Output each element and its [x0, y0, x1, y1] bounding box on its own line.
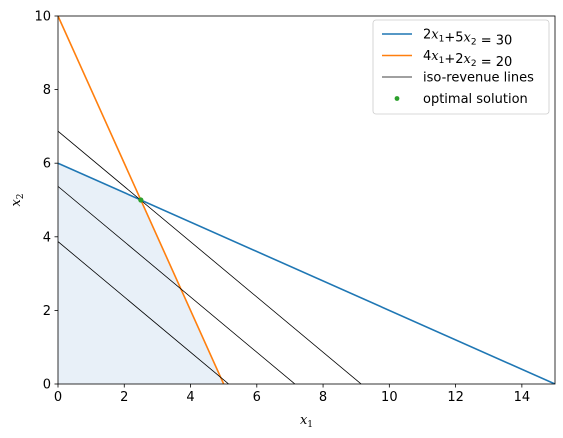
x-axis-label: x1	[300, 413, 313, 430]
axes: 0 2 4 6 8 10 12 14 0 2 4 6 8 10 x1 x2	[9, 10, 556, 430]
y-axis-label: x2	[9, 193, 26, 206]
legend-label-optimal: optimal solution	[423, 92, 528, 107]
feasible-region	[58, 163, 224, 384]
legend-label-constraint-2: 4x1+2x2 = 20	[423, 49, 512, 70]
axes-frame	[57, 15, 556, 385]
x-tick-label: 12	[447, 390, 464, 405]
iso-revenue-line-3	[58, 241, 229, 384]
x-tick-label: 4	[186, 390, 194, 405]
iso-revenue-line-1	[58, 130, 362, 384]
legend-label-constraint-1: 2x1+5x2 = 30	[423, 28, 512, 49]
x-tick-label: 8	[319, 390, 327, 405]
iso-revenue-line-2	[58, 186, 296, 384]
y-tick-label: 2	[43, 304, 51, 319]
legend-box	[372, 19, 550, 115]
x-tick-label: 2	[120, 390, 128, 405]
legend-handle-optimal	[394, 96, 400, 101]
x-tick-label: 14	[514, 390, 531, 405]
y-tick-label: 4	[43, 230, 51, 245]
plot-area	[58, 16, 555, 384]
optimal-solution-point	[138, 197, 144, 203]
y-tick-label: 8	[43, 83, 51, 98]
y-tick-label: 0	[43, 378, 51, 393]
x-tick-label: 10	[381, 390, 398, 405]
x-tick-label: 0	[54, 390, 62, 405]
legend-label-iso-revenue: iso-revenue lines	[423, 71, 534, 86]
x-tick-label: 6	[253, 390, 261, 405]
y-tick-label: 10	[34, 10, 51, 25]
y-tick-label: 6	[43, 157, 51, 172]
